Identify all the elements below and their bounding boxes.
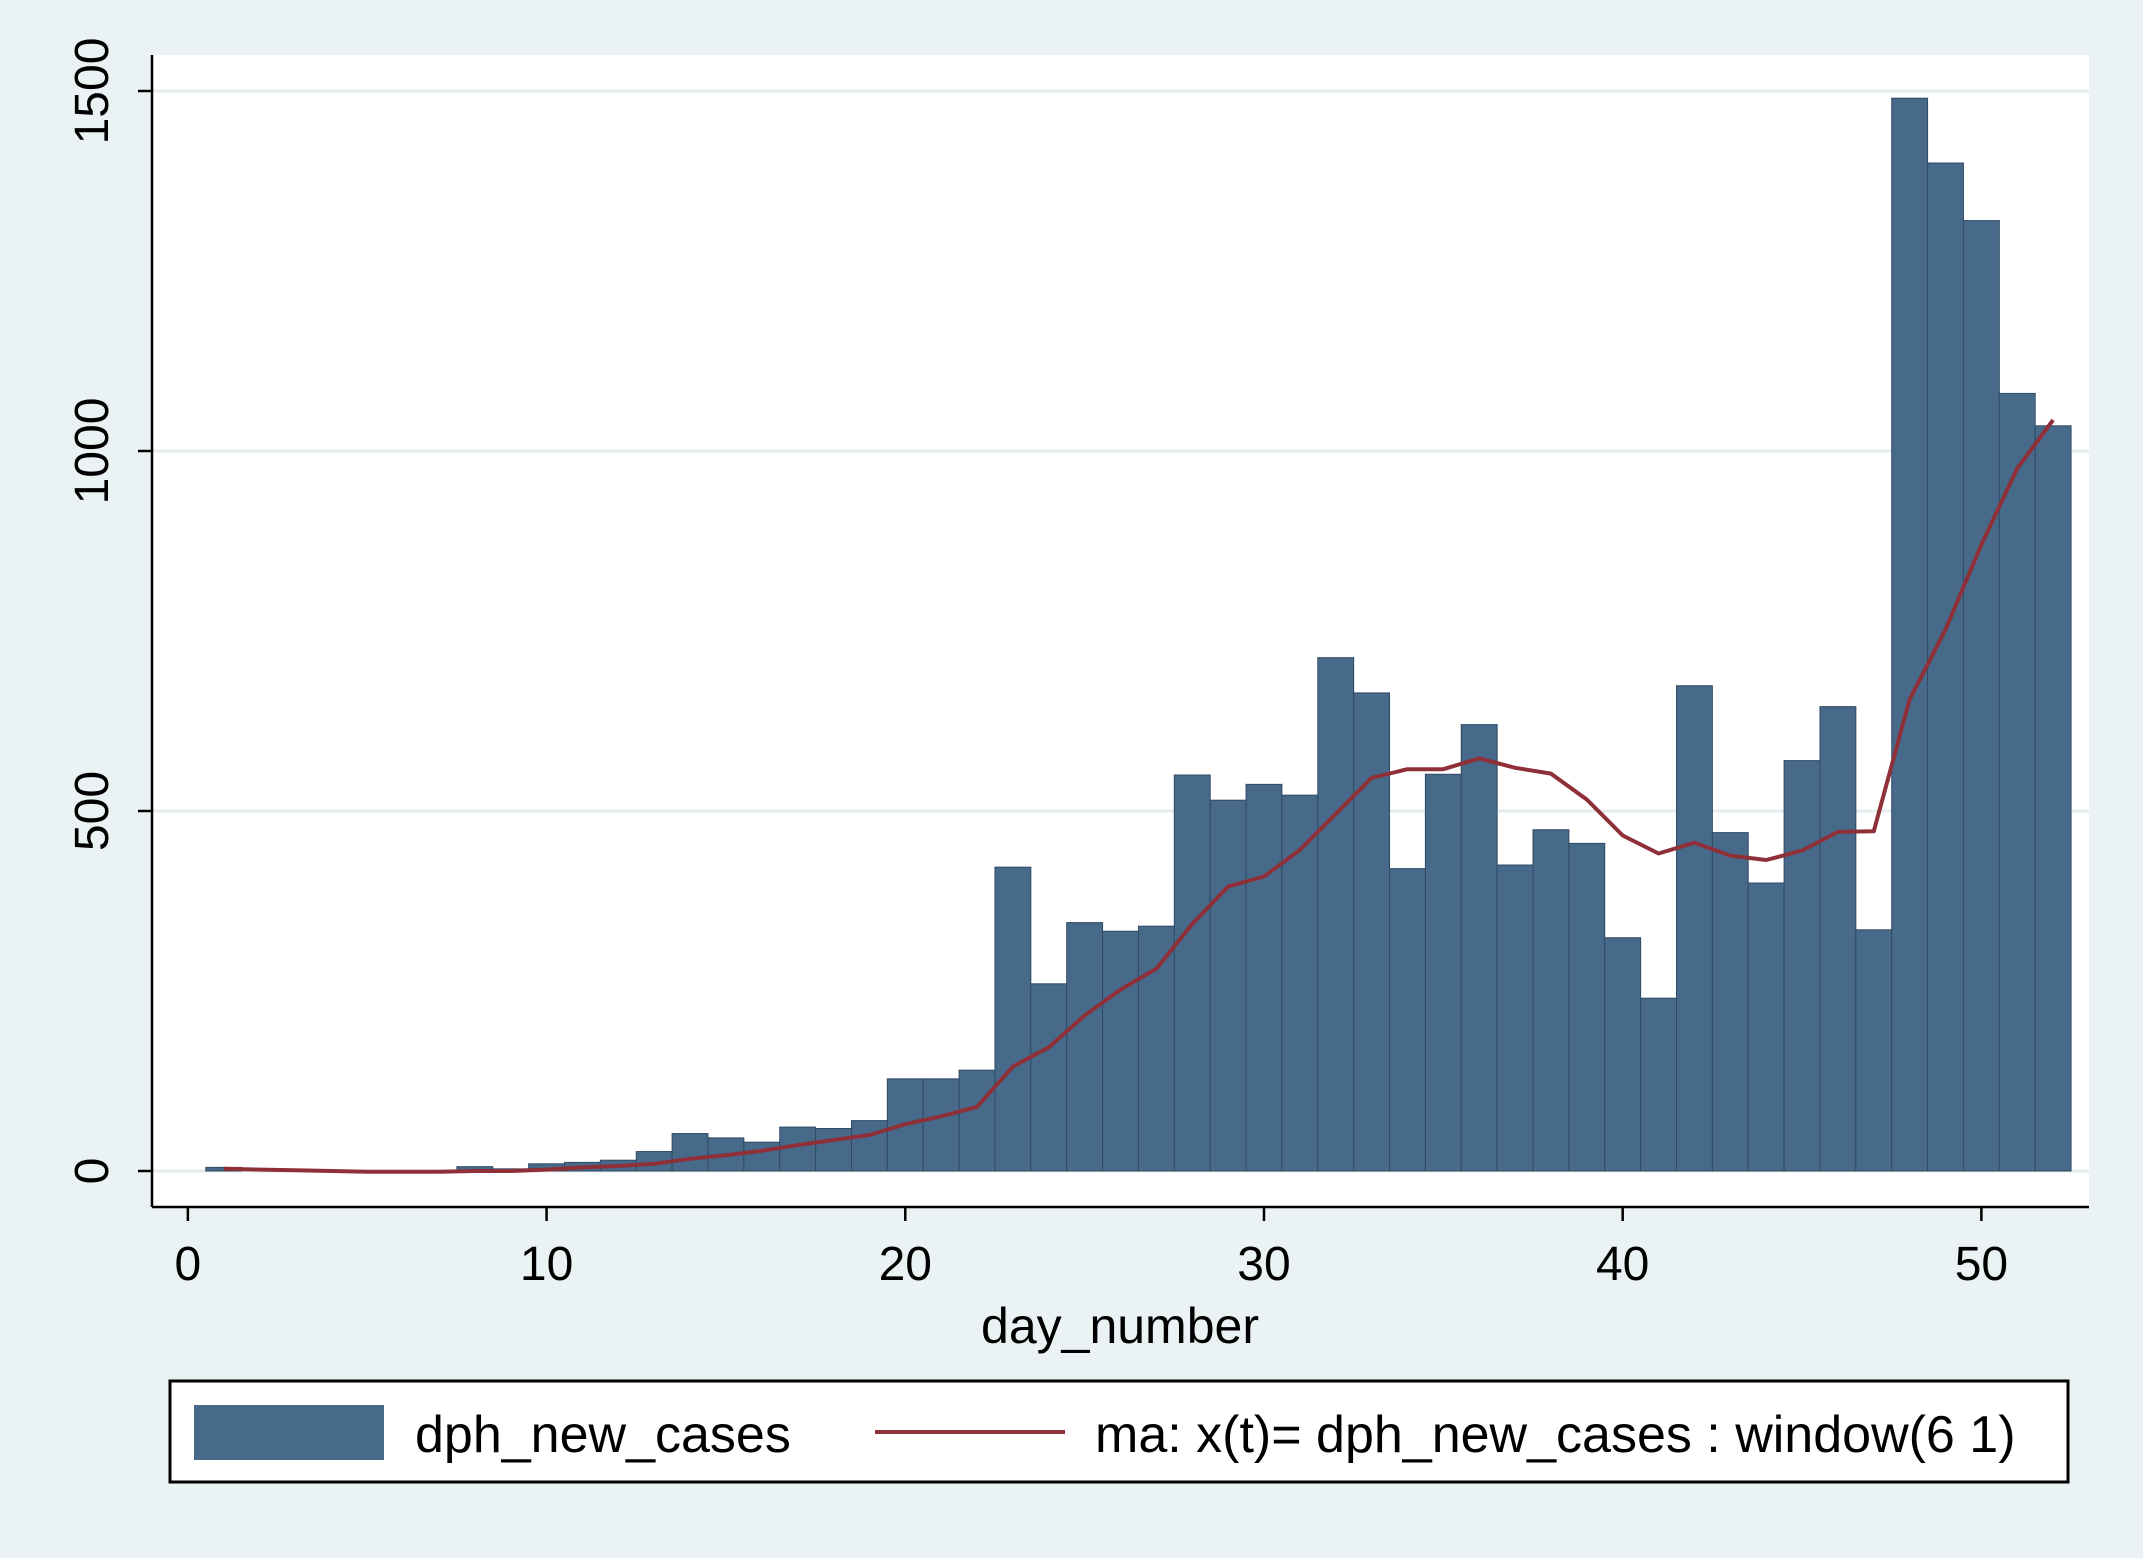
axes	[150, 55, 2089, 1209]
bar	[1460, 724, 1498, 1172]
y-tick-label: 500	[66, 771, 119, 851]
bar	[1819, 706, 1857, 1172]
bar-series	[205, 97, 2072, 1172]
bar	[1389, 868, 1426, 1172]
x-tick-label: 30	[1237, 1238, 1290, 1291]
bar	[1496, 864, 1534, 1172]
bar	[1173, 774, 1211, 1172]
bar	[1568, 842, 1606, 1172]
bar	[1066, 922, 1104, 1172]
legend-label-bars: dph_new_cases	[415, 1406, 791, 1464]
bar	[1532, 829, 1570, 1172]
y-ticks: 0 500 1000 1500	[66, 38, 152, 1185]
bar	[1604, 937, 1642, 1172]
bar	[1783, 760, 1821, 1172]
y-tick-label: 1000	[66, 398, 119, 505]
bar	[1030, 983, 1068, 1172]
x-ticks: 0 10 20 30 40 50	[175, 1207, 2008, 1291]
bar	[1675, 685, 1713, 1172]
bar	[1891, 97, 1929, 1172]
bar	[1245, 783, 1283, 1172]
bar	[850, 1120, 888, 1172]
moving-average-line	[223, 418, 2055, 1174]
bar	[1209, 799, 1247, 1172]
bar	[1927, 162, 1964, 1172]
legend-swatch-bars	[194, 1405, 384, 1460]
x-tick-label: 0	[175, 1238, 202, 1291]
legend-box	[168, 1379, 2070, 1484]
x-tick-label: 10	[520, 1238, 573, 1291]
bar	[1855, 929, 1893, 1172]
bar	[1317, 657, 1355, 1172]
bar	[922, 1078, 960, 1172]
y-tick-label: 0	[66, 1158, 119, 1185]
bar	[1747, 882, 1785, 1172]
bar	[1640, 997, 1677, 1172]
bar	[958, 1069, 996, 1172]
bar	[1353, 692, 1391, 1172]
x-axis-title: day_number	[981, 1298, 1259, 1354]
x-tick-label: 50	[1955, 1238, 2008, 1291]
bar	[671, 1133, 709, 1172]
bar	[815, 1128, 852, 1172]
x-tick-label: 40	[1596, 1238, 1649, 1291]
bar	[994, 866, 1032, 1172]
legend-label-line: ma: x(t)= dph_new_cases : window(6 1)	[1095, 1406, 2016, 1464]
bar	[2034, 425, 2072, 1172]
legend: dph_new_cases ma: x(t)= dph_new_cases : …	[168, 1379, 2070, 1484]
bar	[1998, 392, 2036, 1172]
bar	[1711, 832, 1749, 1172]
y-tick-label: 1500	[66, 38, 119, 145]
bar	[1424, 773, 1462, 1172]
bar	[743, 1141, 781, 1172]
bar	[1962, 220, 2000, 1172]
bar	[1102, 930, 1139, 1172]
bar	[1137, 925, 1175, 1172]
x-tick-label: 20	[879, 1238, 932, 1291]
